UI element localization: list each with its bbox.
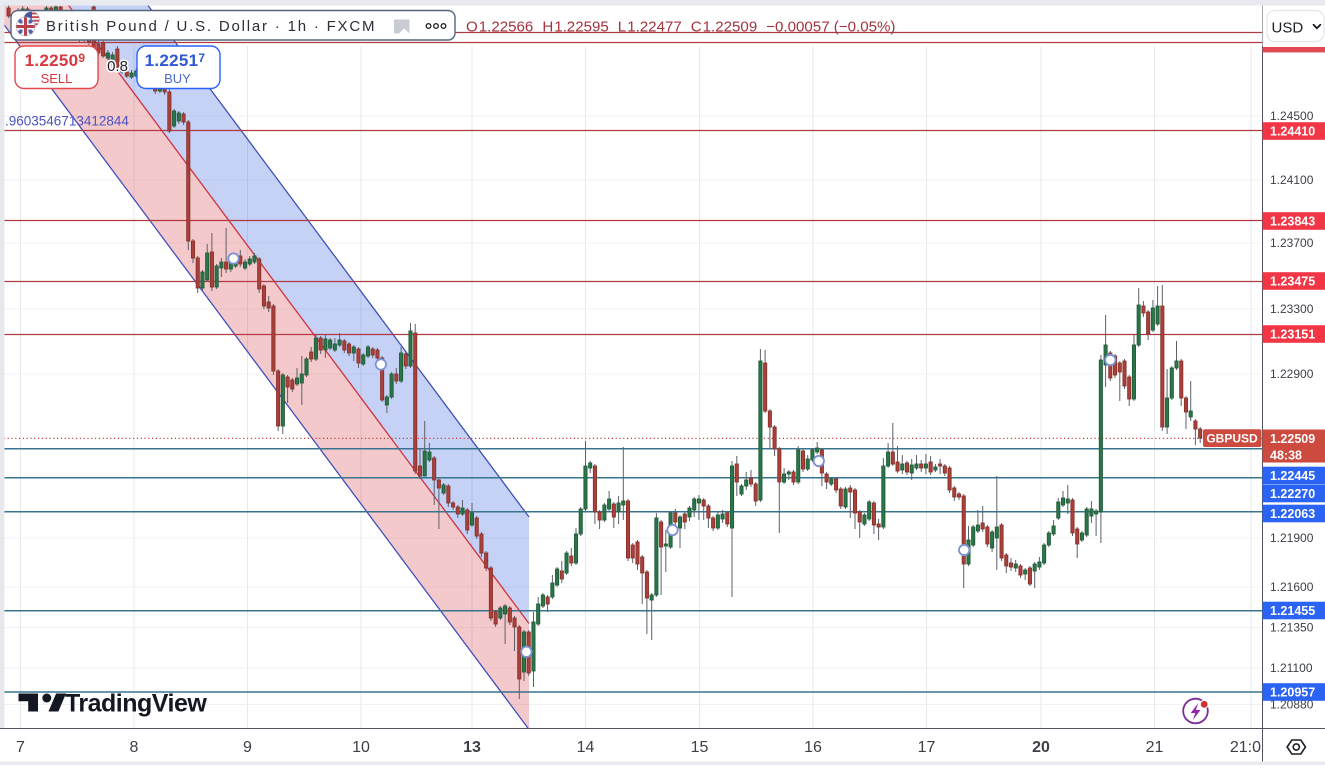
svg-text:GBPUSD: GBPUSD bbox=[1206, 432, 1258, 446]
svg-text:1.21455: 1.21455 bbox=[1270, 604, 1315, 618]
svg-text:0.8: 0.8 bbox=[107, 58, 128, 75]
svg-text:1.21900: 1.21900 bbox=[1270, 531, 1314, 545]
svg-text:1.22509: 1.22509 bbox=[25, 51, 86, 70]
svg-text:48:38: 48:38 bbox=[1270, 449, 1302, 463]
svg-text:1.23151: 1.23151 bbox=[1270, 327, 1315, 341]
svg-text:1.23475: 1.23475 bbox=[1270, 274, 1315, 288]
svg-text:17: 17 bbox=[918, 739, 936, 756]
svg-text:1.24500: 1.24500 bbox=[1270, 109, 1314, 123]
svg-text:7: 7 bbox=[16, 739, 25, 756]
svg-text:1.22517: 1.22517 bbox=[145, 51, 206, 70]
svg-text:1.22063: 1.22063 bbox=[1270, 507, 1315, 521]
svg-text:1.20957: 1.20957 bbox=[1270, 685, 1315, 699]
svg-text:15: 15 bbox=[691, 739, 709, 756]
svg-text:1.21100: 1.21100 bbox=[1270, 661, 1313, 675]
svg-text:14: 14 bbox=[577, 739, 595, 756]
svg-text:.9603546713412844: .9603546713412844 bbox=[5, 114, 129, 129]
svg-text:10: 10 bbox=[352, 739, 370, 756]
svg-text:British Pound / U.S. Dollar ·: British Pound / U.S. Dollar · 1h · FXCM bbox=[46, 18, 376, 35]
svg-text:13: 13 bbox=[463, 739, 481, 756]
svg-text:SELL: SELL bbox=[41, 71, 73, 86]
svg-text:20: 20 bbox=[1032, 739, 1050, 756]
svg-text:1.22900: 1.22900 bbox=[1270, 367, 1314, 381]
svg-text:USD: USD bbox=[1272, 20, 1304, 37]
svg-text:1.23700: 1.23700 bbox=[1270, 236, 1314, 250]
svg-text:1.23843: 1.23843 bbox=[1270, 214, 1315, 228]
svg-text:9: 9 bbox=[243, 739, 252, 756]
svg-text:21: 21 bbox=[1146, 739, 1164, 756]
svg-text:1.21350: 1.21350 bbox=[1270, 621, 1314, 635]
svg-text:1.22509: 1.22509 bbox=[1270, 432, 1315, 446]
svg-text:1.22445: 1.22445 bbox=[1270, 469, 1315, 483]
svg-text:1.24410: 1.24410 bbox=[1270, 124, 1315, 138]
svg-text:1.24100: 1.24100 bbox=[1270, 173, 1314, 187]
svg-text:1.21600: 1.21600 bbox=[1270, 580, 1314, 594]
svg-text:21:0: 21:0 bbox=[1230, 739, 1261, 756]
svg-text:1.23300: 1.23300 bbox=[1270, 302, 1314, 316]
svg-text:8: 8 bbox=[130, 739, 139, 756]
svg-text:1.22270: 1.22270 bbox=[1270, 487, 1315, 501]
svg-text:BUY: BUY bbox=[164, 71, 191, 86]
svg-text:16: 16 bbox=[804, 739, 822, 756]
svg-text:TradingView: TradingView bbox=[65, 690, 207, 718]
